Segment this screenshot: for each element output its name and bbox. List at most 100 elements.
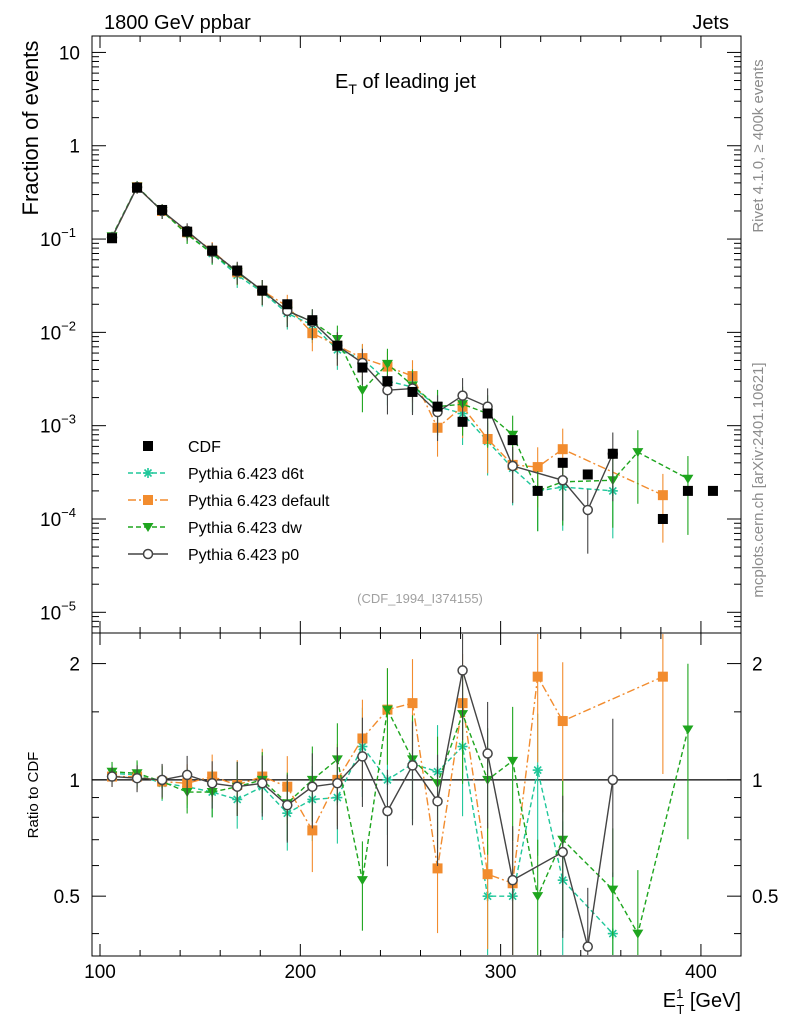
legend-marker	[143, 495, 153, 505]
ratio-point	[407, 698, 418, 709]
legend-label: Pythia 6.423 p0	[188, 547, 299, 564]
data-point	[557, 475, 568, 486]
cdf-point	[132, 182, 143, 193]
legend-entry: CDF	[143, 439, 221, 456]
cdf-point	[582, 469, 593, 480]
ratio-point	[582, 941, 594, 952]
cdf-point	[682, 485, 693, 496]
ratio-line	[111, 707, 689, 936]
ratio-point	[156, 774, 168, 786]
legend-entry: Pythia 6.423 dw	[128, 520, 302, 537]
ratio-frame	[91, 632, 742, 957]
legend-marker	[143, 468, 153, 478]
ratio-point	[332, 778, 343, 789]
ratio-series-4	[106, 634, 619, 955]
ratio-point	[407, 760, 418, 771]
cdf-point	[257, 285, 268, 296]
ratio-point	[257, 778, 268, 789]
ratio-point	[432, 863, 443, 874]
ratio-point	[682, 725, 694, 735]
cdf-point	[532, 485, 543, 496]
ratio-point	[356, 876, 368, 886]
ratio-tick-label-left: 2	[69, 655, 80, 676]
ratio-point	[381, 705, 393, 715]
data-point	[682, 474, 694, 484]
series-line	[111, 185, 689, 492]
cdf-point	[282, 299, 293, 310]
y-tick-label: 10−4	[40, 505, 76, 531]
header-left-title: 1800 GeV ppbar	[104, 12, 251, 34]
plot-title: ET of leading jet	[335, 71, 476, 97]
data-point	[532, 462, 543, 473]
ratio-point	[507, 874, 518, 886]
x-tick-label: 100	[84, 962, 116, 983]
cdf-point	[507, 435, 518, 446]
cdf-point	[332, 340, 343, 351]
ratio-series-3	[106, 663, 694, 955]
legend-entry: Pythia 6.423 default	[128, 493, 330, 510]
ratio-tick-label-right: 0.5	[752, 887, 778, 908]
legend-marker	[143, 441, 153, 451]
cdf-point	[232, 265, 243, 276]
ratio-point	[131, 772, 143, 784]
cdf-point	[357, 362, 368, 373]
ratio-point	[532, 671, 543, 682]
cdf-point	[482, 408, 493, 419]
main-y-axis-label: Fraction of events	[18, 41, 43, 216]
ratio-point	[106, 771, 118, 782]
cdf-point	[607, 448, 618, 459]
ratio-tick-label-left: 0.5	[54, 887, 80, 908]
ratio-point	[557, 846, 568, 858]
x-tick-label: 200	[284, 962, 316, 983]
legend-label: Pythia 6.423 d6t	[188, 466, 304, 483]
ratio-tick-label-left: 1	[69, 771, 80, 792]
ratio-point	[357, 751, 368, 762]
ratio-point	[457, 665, 468, 676]
cdf-point	[557, 457, 568, 468]
x-tick-label: 300	[485, 962, 517, 983]
ratio-point	[307, 781, 318, 792]
ratio-y-axis-label: Ratio to CDF	[25, 752, 42, 839]
ratio-point	[231, 781, 243, 792]
ratio-tick-label-right: 2	[752, 655, 763, 676]
ratio-point	[507, 756, 519, 766]
x-tick-label: 400	[685, 962, 717, 983]
ratio-point	[206, 778, 218, 789]
cdf-point	[707, 485, 718, 496]
cdf-point	[182, 226, 193, 237]
data-point	[632, 448, 644, 458]
legend-marker	[142, 548, 154, 560]
legend-label: Pythia 6.423 dw	[188, 520, 302, 537]
data-point	[507, 460, 518, 472]
legend-entry: Pythia 6.423 d6t	[128, 466, 304, 483]
data-point	[582, 504, 594, 516]
ratio-point	[482, 869, 493, 880]
y-tick-label: 10	[59, 43, 80, 64]
data-point	[657, 490, 668, 501]
cdf-point	[107, 233, 118, 244]
ratio-point	[532, 892, 544, 902]
main-frame	[91, 35, 742, 634]
x-axis-label: E1 T [GeV]	[663, 986, 741, 1017]
ratio-point	[432, 796, 443, 807]
data-point	[457, 390, 468, 401]
data-point	[381, 359, 393, 369]
legend-label: CDF	[188, 439, 221, 456]
cdf-point	[432, 401, 443, 412]
y-tick-label: 10−5	[40, 598, 76, 624]
ratio-point	[632, 929, 644, 939]
y-tick-label: 10−2	[40, 318, 76, 344]
ratio-point	[557, 716, 568, 727]
data-point	[356, 386, 368, 396]
side-label-rivet: Rivet 4.1.0, ≥ 400k events	[750, 59, 767, 232]
cdf-point	[407, 386, 418, 397]
ratio-point	[282, 799, 293, 811]
y-tick-label: 10−3	[40, 412, 76, 438]
ratio-point	[482, 748, 493, 759]
header-right-title: Jets	[692, 12, 729, 34]
ratio-point	[607, 774, 619, 786]
side-label-mcplots: mcplots.cern.ch [arXiv:2401.10621]	[750, 362, 767, 597]
ratio-point	[532, 765, 543, 776]
y-tick-label: 1	[69, 137, 80, 158]
